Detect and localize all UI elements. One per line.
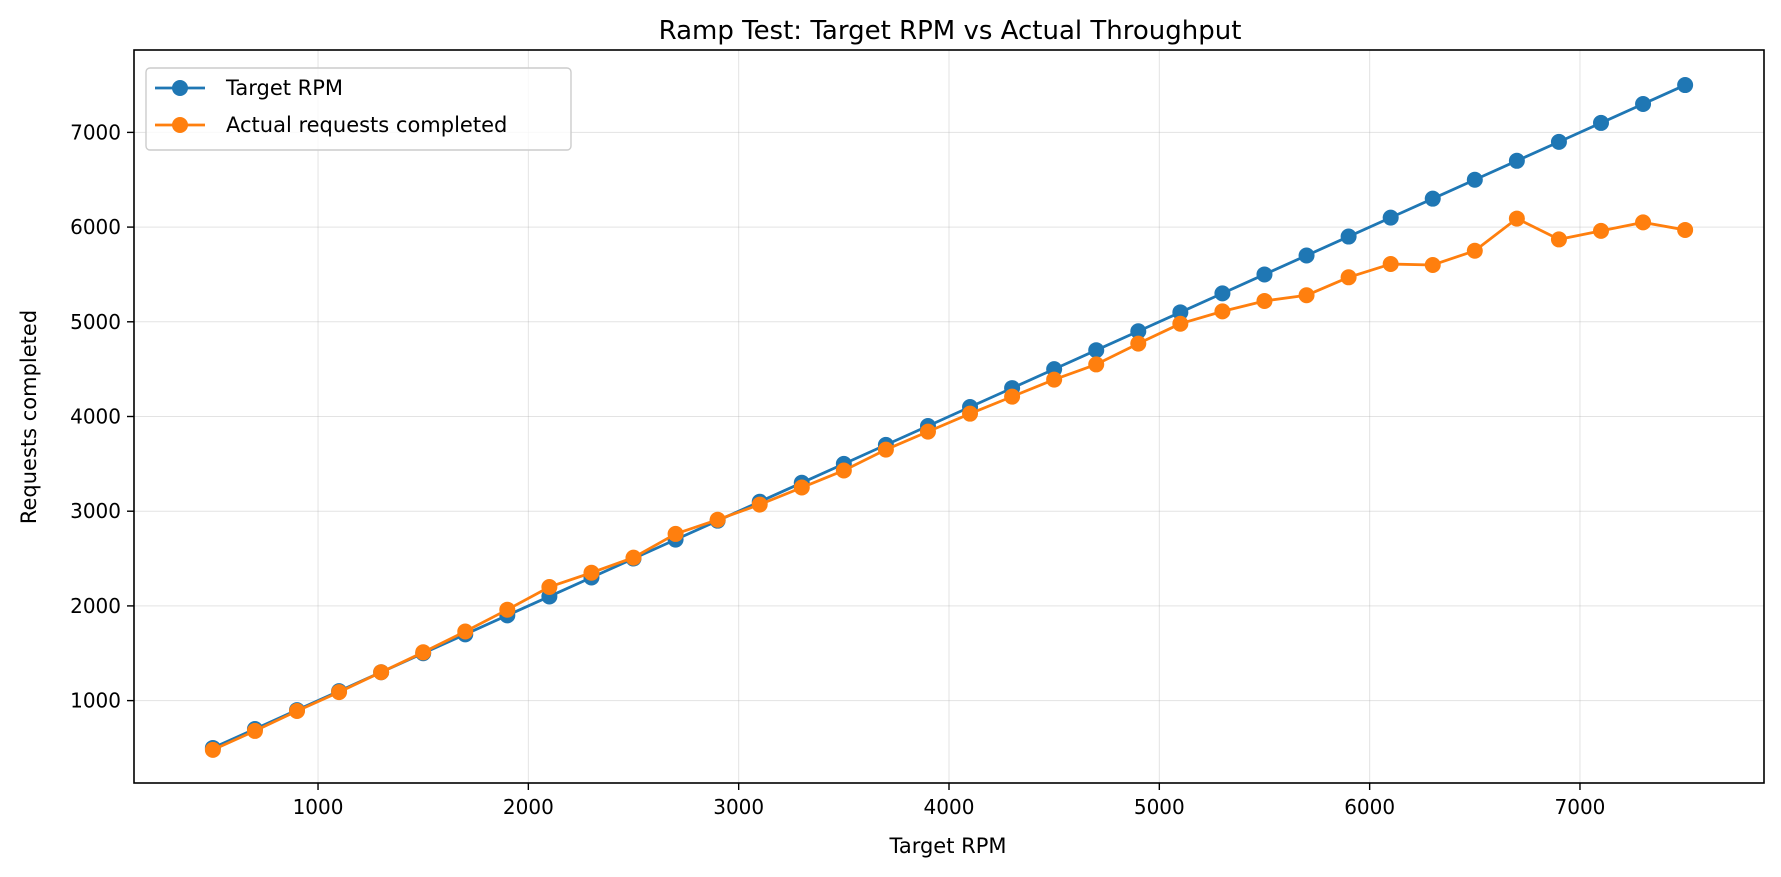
legend-box <box>145 67 572 151</box>
data-point <box>1256 292 1273 309</box>
y-tick-label: 4000 <box>70 405 121 429</box>
data-point <box>331 684 348 701</box>
data-point <box>1004 388 1021 405</box>
data-point <box>793 479 810 496</box>
x-tick-label: 4000 <box>924 795 975 819</box>
data-point <box>1424 256 1441 273</box>
x-tick-label: 3000 <box>713 795 764 819</box>
data-point <box>1214 303 1231 320</box>
data-point <box>1466 242 1483 259</box>
data-point <box>919 423 936 440</box>
data-point <box>962 405 979 422</box>
data-point <box>1172 315 1189 332</box>
data-point <box>877 441 894 458</box>
data-point <box>1340 228 1357 245</box>
x-axis: 1000 2000 3000 4000 5000 6000 7000 <box>293 783 1606 819</box>
data-point <box>1508 152 1525 169</box>
data-point <box>1340 269 1357 286</box>
data-point <box>1382 209 1399 226</box>
data-point <box>1593 114 1609 131</box>
data-point <box>1256 266 1273 283</box>
data-point <box>246 722 263 739</box>
y-tick-label: 1000 <box>70 689 121 713</box>
data-point <box>1635 95 1652 112</box>
data-point <box>1466 171 1483 188</box>
x-tick-label: 1000 <box>293 795 344 819</box>
series-layer <box>204 77 1694 758</box>
data-point <box>1088 356 1105 373</box>
legend-label-target: Target RPM <box>225 76 343 100</box>
data-point <box>625 549 642 566</box>
data-point <box>1635 214 1652 231</box>
data-point <box>289 703 305 720</box>
data-point <box>1382 256 1399 273</box>
legend: Target RPM Actual requests completed <box>145 67 572 151</box>
data-point <box>1593 222 1609 239</box>
data-point <box>1550 133 1567 150</box>
x-tick-label: 5000 <box>1134 795 1185 819</box>
y-tick-label: 2000 <box>70 594 121 618</box>
legend-marker-target <box>172 80 188 96</box>
data-point <box>1677 77 1694 94</box>
data-point <box>204 741 221 758</box>
y-axis-label: Requests completed <box>17 310 41 524</box>
data-point <box>541 578 558 595</box>
x-tick-label: 7000 <box>1555 795 1606 819</box>
chart-title: Ramp Test: Target RPM vs Actual Throughp… <box>659 16 1242 46</box>
data-point <box>1298 247 1315 264</box>
data-point <box>709 511 726 528</box>
data-point <box>1298 287 1315 304</box>
data-point <box>1214 285 1231 302</box>
data-point <box>667 525 684 542</box>
y-tick-label: 5000 <box>70 310 121 334</box>
y-tick-label: 3000 <box>70 499 121 523</box>
legend-marker-actual <box>172 117 188 133</box>
y-tick-label: 6000 <box>70 215 121 239</box>
x-tick-label: 6000 <box>1344 795 1395 819</box>
data-point <box>751 496 768 513</box>
data-point <box>415 644 432 661</box>
data-point <box>583 564 600 581</box>
data-point <box>1424 190 1441 207</box>
data-point <box>1508 210 1525 227</box>
data-point <box>1550 231 1567 248</box>
data-point <box>499 601 516 618</box>
x-axis-label: Target RPM <box>888 834 1006 858</box>
data-point <box>373 664 390 681</box>
y-axis: 1000 2000 3000 4000 5000 6000 7000 <box>70 120 134 713</box>
data-point <box>1172 304 1189 321</box>
legend-label-actual: Actual requests completed <box>226 113 507 137</box>
data-point <box>1130 335 1147 352</box>
data-point <box>457 623 474 640</box>
y-tick-label: 7000 <box>70 120 121 144</box>
x-tick-label: 2000 <box>503 795 554 819</box>
data-point <box>835 462 852 479</box>
data-point <box>1130 323 1147 340</box>
series-1 <box>204 210 1694 758</box>
data-point <box>1046 371 1063 388</box>
data-point <box>1088 342 1105 359</box>
data-point <box>1677 221 1694 238</box>
